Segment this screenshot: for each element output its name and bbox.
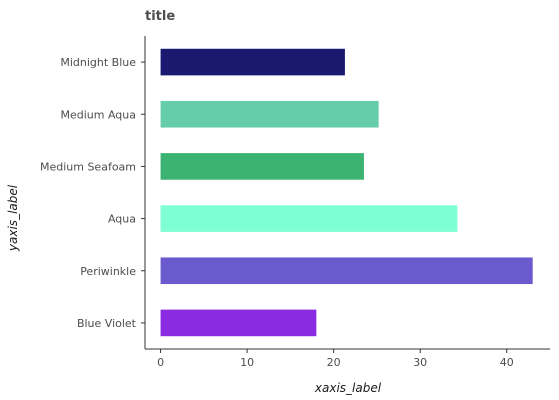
y-tick-label: Midnight Blue bbox=[60, 56, 136, 69]
y-tick-label: Aqua bbox=[108, 213, 136, 226]
chart-title: title bbox=[145, 9, 175, 24]
x-axis-label: xaxis_label bbox=[314, 381, 382, 395]
x-tick-label: 40 bbox=[500, 356, 514, 369]
y-tick-label: Blue Violet bbox=[77, 317, 137, 330]
y-tick-label: Periwinkle bbox=[80, 265, 136, 278]
bar-midnight-blue bbox=[160, 48, 345, 76]
bar-periwinkle bbox=[160, 257, 533, 285]
bar-medium-aqua bbox=[160, 100, 379, 128]
x-tick-label: 10 bbox=[240, 356, 254, 369]
x-tick-label: 0 bbox=[157, 356, 164, 369]
bars-group bbox=[160, 48, 533, 337]
bar-blue-violet bbox=[160, 309, 317, 337]
bar-aqua bbox=[160, 205, 458, 232]
x-tick-label: 30 bbox=[413, 356, 427, 369]
y-tick-label: Medium Seafoam bbox=[40, 160, 136, 173]
y-axis-ticks: Blue Violet Periwinkle Aqua Medium Seafoam M… bbox=[40, 56, 145, 330]
x-axis-ticks: 0 10 20 30 40 bbox=[157, 349, 514, 369]
x-tick-label: 20 bbox=[327, 356, 341, 369]
bar-medium-seafoam bbox=[160, 153, 364, 180]
y-tick-label: Medium Aqua bbox=[60, 108, 136, 121]
y-axis-label: yaxis_label bbox=[6, 184, 20, 252]
